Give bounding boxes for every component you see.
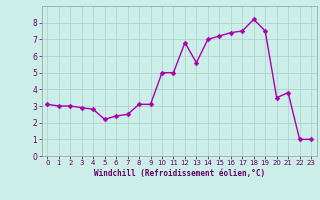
- X-axis label: Windchill (Refroidissement éolien,°C): Windchill (Refroidissement éolien,°C): [94, 169, 265, 178]
